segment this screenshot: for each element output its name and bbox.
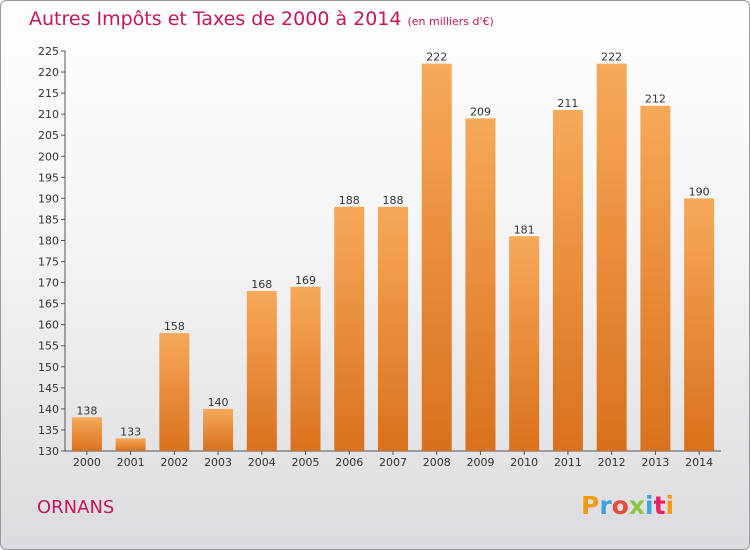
bar-2011	[552, 109, 583, 452]
bar-2003	[203, 408, 234, 451]
logo-letter: i	[645, 491, 654, 520]
bar-2012	[596, 63, 627, 451]
logo-letter: r	[599, 491, 612, 520]
bar-2006	[334, 206, 365, 451]
value-label-2006: 188	[339, 194, 360, 207]
bar-2013	[640, 105, 671, 451]
x-tick-label: 2007	[379, 456, 407, 469]
bar-2000	[71, 417, 102, 451]
y-tick-label: 135	[38, 424, 59, 437]
y-tick-label: 215	[38, 87, 59, 100]
bar-2010	[509, 236, 540, 451]
value-label-2010: 181	[514, 223, 535, 236]
x-tick-label: 2011	[554, 456, 582, 469]
chart-title: Autres Impôts et Taxes de 2000 à 2014	[29, 8, 402, 30]
value-labels-group: 138 133 158 140 168 169 188 188 222 209 181 211 222 2…	[76, 51, 709, 439]
x-tick-label: 2003	[204, 456, 232, 469]
x-tick-label: 2000	[73, 456, 101, 469]
y-tick-label: 185	[38, 213, 59, 226]
bar-2004	[246, 291, 277, 451]
chart-title-row: Autres Impôts et Taxes de 2000 à 2014 (en…	[29, 8, 494, 30]
value-label-2008: 222	[426, 51, 447, 64]
y-tick-label: 220	[38, 66, 59, 79]
value-label-2000: 138	[76, 404, 97, 417]
bars-group	[71, 63, 715, 452]
logo-letter: t	[653, 491, 666, 520]
chart-subtitle: (en milliers d'€)	[407, 15, 494, 28]
value-label-2002: 158	[164, 320, 185, 333]
y-tick-label: 195	[38, 171, 59, 184]
logo-letter: x	[628, 491, 645, 520]
y-tick-label: 155	[38, 340, 59, 353]
value-label-2014: 190	[689, 185, 710, 198]
y-tick-label: 130	[38, 445, 59, 458]
proxiti-logo: Proxiti	[581, 491, 674, 520]
value-label-2003: 140	[208, 396, 229, 409]
logo-letter: o	[611, 491, 629, 520]
x-tick-label: 2002	[160, 456, 188, 469]
logo-letter: P	[581, 491, 600, 520]
y-tick-label: 160	[38, 319, 59, 332]
y-tick-label: 200	[38, 150, 59, 163]
y-tick-label: 165	[38, 298, 59, 311]
y-tick-label: 180	[38, 234, 59, 247]
y-tick-label: 190	[38, 192, 59, 205]
y-axis: 130 135 140 145 150 155 160 165 170 175 180 185 190 1…	[38, 45, 66, 458]
y-tick-label: 205	[38, 129, 59, 142]
value-label-2013: 212	[645, 93, 666, 106]
value-label-2011: 211	[557, 97, 578, 110]
y-tick-label: 175	[38, 256, 59, 269]
x-tick-label: 2013	[641, 456, 669, 469]
bar-2007	[378, 206, 408, 451]
x-tick-label: 2010	[510, 456, 538, 469]
x-tick-label: 2012	[598, 456, 626, 469]
commune-name: ORNANS	[37, 497, 115, 518]
x-tick-label: 2005	[292, 456, 320, 469]
bar-2008	[421, 63, 452, 451]
value-label-2012: 222	[601, 51, 622, 64]
y-tick-label: 170	[38, 277, 59, 290]
x-tick-label: 2004	[248, 456, 276, 469]
value-label-2009: 209	[470, 105, 491, 118]
y-tick-label: 150	[38, 361, 59, 374]
x-axis: 2000 2001 2002 2003 2004 2005 2006 2007 2008 2009…	[65, 450, 721, 469]
bar-2005	[290, 286, 321, 451]
y-tick-label: 145	[38, 382, 59, 395]
x-tick-label: 2006	[335, 456, 363, 469]
bar-2009	[465, 118, 496, 452]
bar-2014	[684, 198, 715, 451]
y-tick-label: 140	[38, 403, 59, 416]
value-label-2007: 188	[383, 194, 404, 207]
bar-2002	[159, 333, 190, 451]
value-label-2001: 133	[120, 425, 141, 438]
x-tick-label: 2008	[423, 456, 451, 469]
x-tick-label: 2001	[117, 456, 145, 469]
bar-2001	[115, 438, 146, 451]
value-label-2005: 169	[295, 274, 316, 287]
logo-letter: i	[665, 491, 675, 520]
value-label-2004: 168	[251, 278, 272, 291]
x-tick-label: 2014	[685, 456, 713, 469]
y-tick-label: 210	[38, 108, 59, 121]
x-tick-label: 2009	[466, 456, 494, 469]
y-tick-label: 225	[38, 45, 59, 58]
